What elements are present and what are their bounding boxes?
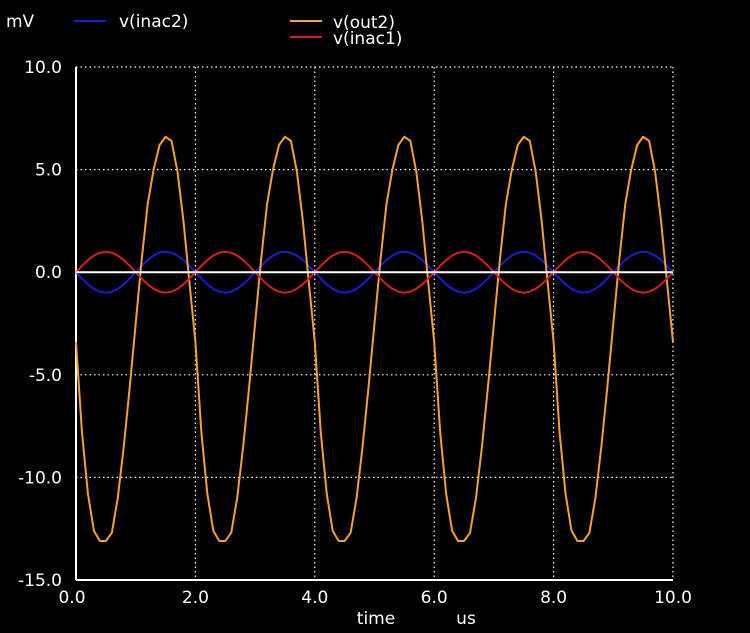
legend-label: v(inac2) (119, 12, 188, 32)
x-unit-label: us (456, 609, 476, 629)
x-tick-label: 10.0 (654, 588, 692, 608)
x-tick-labels: 0.0 2.0 4.0 6.0 8.0 10.0 (58, 588, 691, 608)
x-tick-label: 4.0 (301, 588, 328, 608)
x-tick-label: 6.0 (421, 588, 448, 608)
axes (75, 67, 673, 581)
y-tick-labels: 10.0 5.0 0.0 -5.0 -10.0 -15.0 (18, 58, 62, 591)
legend: v(inac2) v(out2)v(inac1) (74, 12, 402, 49)
y-tick-label: -15.0 (18, 571, 62, 591)
x-tick-label: 2.0 (182, 588, 209, 608)
y-tick-label: -5.0 (29, 366, 62, 386)
y-unit-label: mV (6, 12, 35, 32)
legend-label: v(out2) (333, 13, 395, 33)
series-layer (75, 135, 674, 543)
x-tick-label: 8.0 (540, 588, 567, 608)
x-axis-label: time (357, 609, 395, 629)
y-tick-label: 0.0 (35, 263, 62, 283)
series-line-1 (75, 135, 674, 543)
x-tick-label: 0.0 (58, 588, 85, 608)
y-tick-label: 10.0 (24, 58, 62, 78)
legend-label: v(inac1) (333, 29, 402, 49)
y-tick-label: -10.0 (18, 468, 62, 488)
y-tick-label: 5.0 (35, 161, 62, 181)
